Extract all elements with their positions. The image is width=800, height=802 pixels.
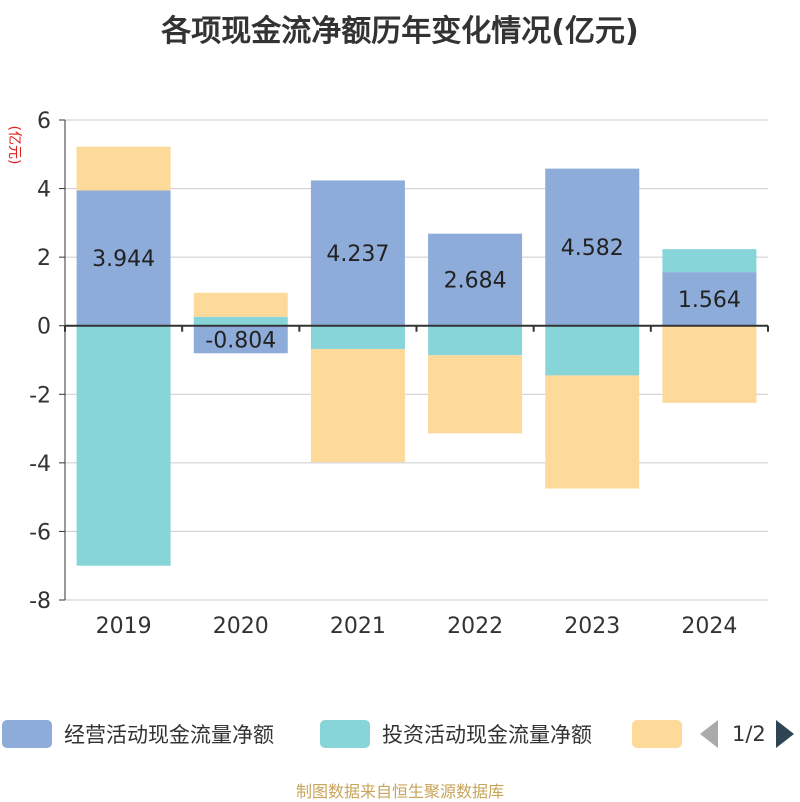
legend-swatch-third-series <box>632 720 682 748</box>
data-label-operating-2024: 1.564 <box>678 288 741 313</box>
x-tick-label-2022: 2022 <box>447 614 503 639</box>
bar-operating-2019 <box>76 190 171 326</box>
bar-investing-2020 <box>193 316 288 326</box>
y-tick-label: 2 <box>37 246 51 271</box>
bar-operating-2023 <box>545 168 640 326</box>
legend-label-operating: 经营活动现金流量净额 <box>64 723 274 747</box>
x-tick-label-2024: 2024 <box>681 614 737 639</box>
bar-investing-2023 <box>545 325 640 376</box>
data-label-operating-2022: 2.684 <box>444 269 507 294</box>
bar-operating-2020 <box>193 325 288 354</box>
data-label-operating-2020: -0.804 <box>205 328 276 353</box>
legend-item-third-series[interactable] <box>632 716 682 752</box>
data-label-operating-2021: 4.237 <box>326 242 389 267</box>
y-tick-label: 0 <box>37 315 51 340</box>
bar-operating-2021 <box>310 180 405 326</box>
bar-operating-2022 <box>428 233 523 326</box>
data-label-operating-2023: 4.582 <box>561 236 624 261</box>
bar-investing-2022 <box>428 325 523 356</box>
bar-investing-2019 <box>76 325 171 566</box>
legend-pager: 1/2 <box>700 716 794 752</box>
x-tick-label-2021: 2021 <box>330 614 386 639</box>
bar-third-2020 <box>193 292 288 317</box>
bar-investing-2024 <box>662 249 757 273</box>
legend-label-investing: 投资活动现金流量净额 <box>382 723 592 747</box>
y-tick-label: -2 <box>29 383 51 408</box>
source-note: 制图数据来自恒生聚源数据库 <box>295 782 504 801</box>
legend-swatch-operating <box>2 720 52 748</box>
bar-third-2024 <box>662 325 757 403</box>
cash-flow-chart: 6 4 2 0 -2 -4 -6 -8 (亿元) 3.944 -0.804 4.237 2.684 4.5… <box>6 109 769 639</box>
y-axis-label: (亿元) <box>6 126 22 165</box>
x-tick-label-2019: 2019 <box>96 614 152 639</box>
bar-third-2019 <box>76 146 171 191</box>
legend: 经营活动现金流量净额 投资活动现金流量净额 1/2 <box>0 716 800 756</box>
y-tick-label: -4 <box>29 452 51 477</box>
bar-third-2023 <box>545 375 640 489</box>
y-tick-label: 4 <box>37 178 51 203</box>
chart-title: 各项现金流净额历年变化情况(亿元) <box>161 14 639 49</box>
legend-swatch-investing <box>320 720 370 748</box>
y-tick-label: -6 <box>29 520 51 545</box>
legend-item-investing[interactable]: 投资活动现金流量净额 <box>320 716 592 752</box>
y-tick-label: -8 <box>29 589 51 614</box>
bar-investing-2021 <box>310 325 405 350</box>
legend-page-indicator: 1/2 <box>732 722 766 746</box>
data-label-operating-2019: 3.944 <box>92 247 155 272</box>
x-tick-label-2020: 2020 <box>213 614 269 639</box>
x-tick-label-2023: 2023 <box>564 614 620 639</box>
bar-operating-2024 <box>662 272 757 326</box>
legend-prev-page-icon[interactable] <box>700 720 718 748</box>
bar-third-2022 <box>428 355 523 434</box>
legend-next-page-icon[interactable] <box>775 720 794 748</box>
bar-third-2021 <box>310 349 405 463</box>
legend-item-operating[interactable]: 经营活动现金流量净额 <box>2 716 274 752</box>
y-tick-label: 6 <box>37 109 51 134</box>
